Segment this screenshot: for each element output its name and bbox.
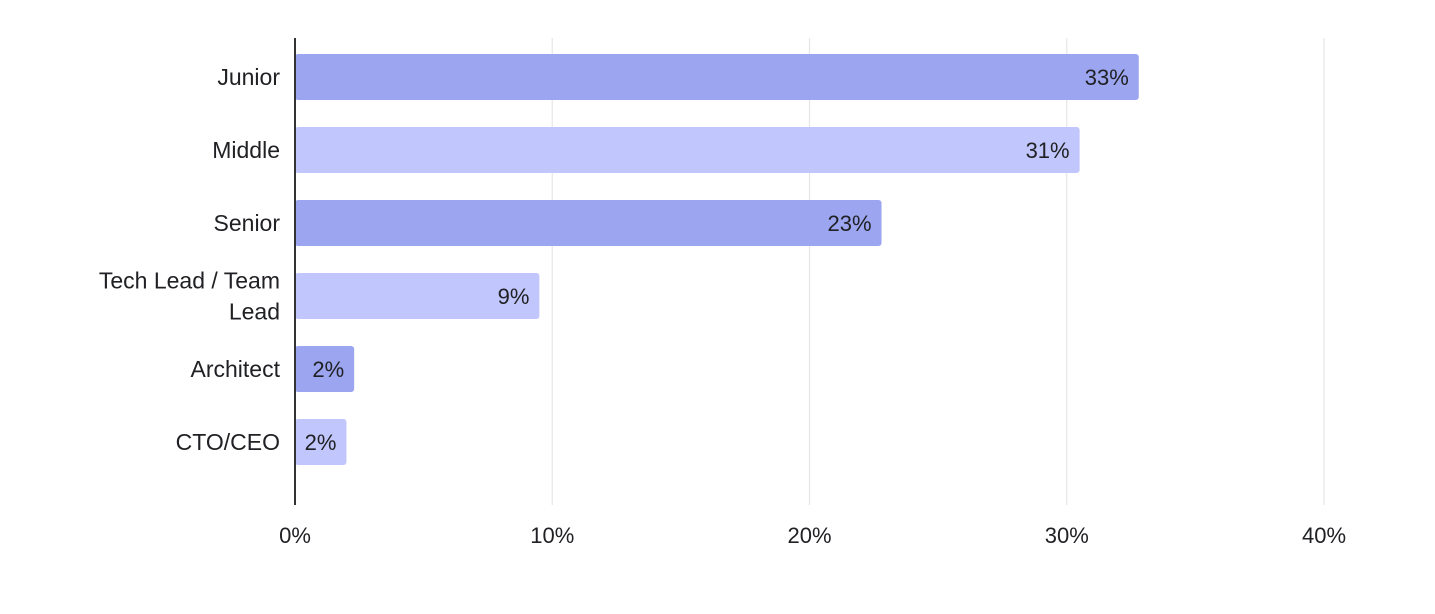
bar-value-label: 2% [305, 430, 337, 455]
x-tick-label: 10% [530, 523, 574, 548]
bar-value-label: 23% [827, 211, 871, 236]
bars [295, 54, 1139, 465]
x-tick-label: 30% [1045, 523, 1089, 548]
x-tick-label: 20% [787, 523, 831, 548]
category-label: CTO/CEO [176, 429, 280, 455]
bar-0 [295, 54, 1139, 100]
labels: 0% 10% 20% 30% 40% 33% Junior 31% Middle 23% Senio… [99, 64, 1346, 548]
bar-4 [295, 346, 355, 392]
category-label: Middle [212, 137, 280, 163]
bar-value-label: 33% [1085, 65, 1129, 90]
category-label: Senior [214, 210, 281, 236]
category-label: Junior [217, 64, 280, 90]
gridlines [551, 38, 1325, 505]
bar-value-label: 2% [312, 357, 344, 382]
x-tick-label: 0% [279, 523, 311, 548]
category-label: Architect [191, 356, 281, 382]
category-label: Tech Lead / Team Lead [99, 268, 280, 325]
bar-2 [295, 200, 882, 246]
bar-5 [295, 419, 347, 465]
x-tick-label: 40% [1302, 523, 1346, 548]
bar-3 [295, 273, 540, 319]
bar-value-label: 31% [1026, 138, 1070, 163]
bar-1 [295, 127, 1080, 173]
bar-value-label: 9% [498, 284, 530, 309]
